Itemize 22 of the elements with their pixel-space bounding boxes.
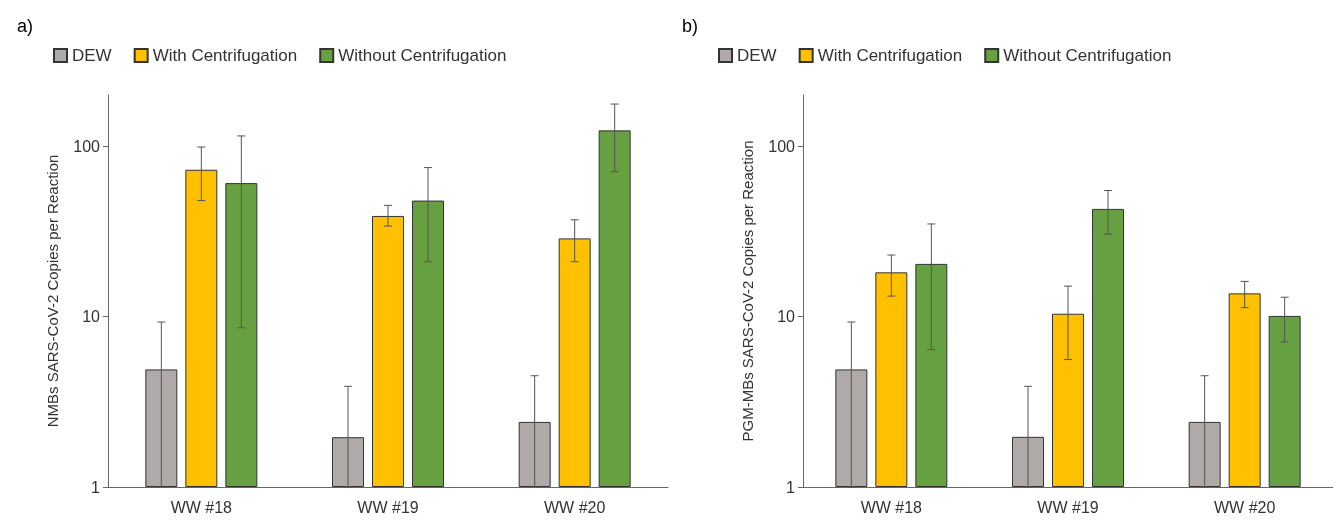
legend-label: With Centrifugation bbox=[152, 46, 298, 65]
y-tick-label: 100 bbox=[768, 137, 796, 155]
y-tick-label: 10 bbox=[777, 308, 796, 326]
chart-title: a) bbox=[17, 16, 34, 36]
x-tick-label: WW #20 bbox=[543, 498, 606, 516]
x-tick-label: WW #18 bbox=[860, 498, 923, 516]
x-tick-label: WW #19 bbox=[1037, 498, 1099, 516]
x-tick-label: WW #19 bbox=[357, 498, 419, 516]
x-tick-label: WW #18 bbox=[170, 498, 233, 516]
y-tick-label: 100 bbox=[73, 137, 101, 155]
legend-label: DEW bbox=[737, 46, 777, 65]
legend-label: Without Centrifugation bbox=[1003, 46, 1172, 65]
legend-label: Without Centrifugation bbox=[338, 46, 507, 65]
legend-label: With Centrifugation bbox=[817, 46, 963, 65]
y-tick-label: 1 bbox=[786, 478, 796, 496]
x-tick-label: WW #20 bbox=[1213, 498, 1276, 516]
y-axis-title: NMBs SARS-CoV-2 Copies per Reaction bbox=[44, 154, 61, 428]
chart-title: b) bbox=[682, 16, 699, 36]
legend-label: DEW bbox=[72, 46, 112, 65]
y-axis-title: PGM-MBs SARS-CoV-2 Copies per Reaction bbox=[739, 140, 756, 442]
y-tick-label: 1 bbox=[91, 478, 101, 496]
y-tick-label: 10 bbox=[82, 308, 101, 326]
